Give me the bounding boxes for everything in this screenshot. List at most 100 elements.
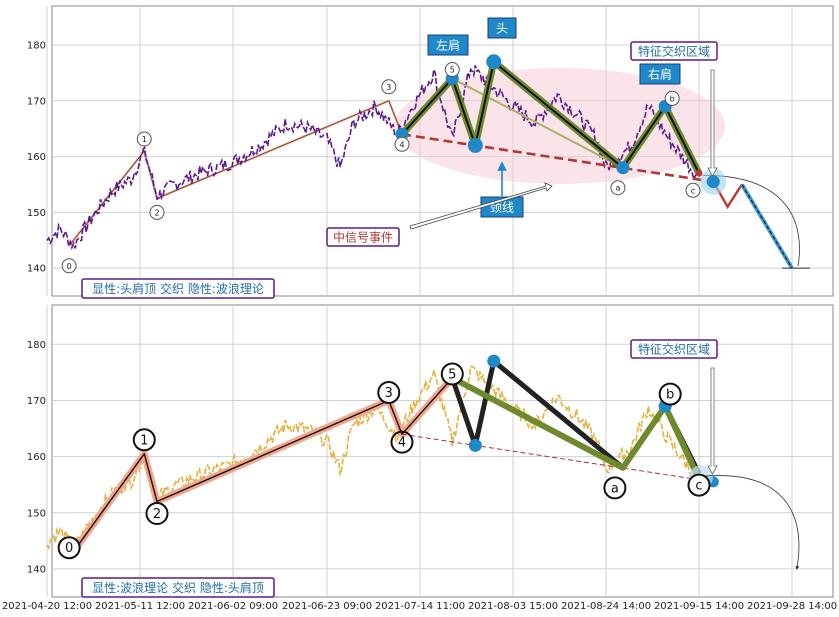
- wave-point-label: 5: [450, 66, 455, 75]
- wave-point-label: a: [611, 481, 619, 496]
- top-wave-labels: 0 1 2 3 4 5 a b c: [61, 62, 701, 274]
- wave-point-marker: [687, 473, 711, 497]
- projection-arrow: [704, 475, 800, 570]
- neckline-label: 颈线: [490, 201, 514, 215]
- pattern-node: [706, 175, 720, 189]
- wave-point-marker: [394, 136, 410, 152]
- wave-point-label: 4: [399, 140, 404, 149]
- wave-point-label: 2: [153, 507, 161, 522]
- y-tick-label: 170: [27, 96, 46, 107]
- top-footer-label: 显性:头肩顶 交织 隐性:波浪理论: [92, 281, 264, 296]
- wave-theory-panel: 140 150 160 170 180 0 1 2 3 4 5 a b c 特征交织区域显性:波浪理论 …: [27, 304, 834, 598]
- impulse-wave-line: [68, 377, 453, 559]
- x-tick-label: 2021-09-15 14:00: [654, 601, 744, 612]
- wave-point-marker: [664, 90, 680, 106]
- price-series: [46, 65, 698, 251]
- wave-point-marker: [61, 258, 77, 274]
- pattern-node: [468, 438, 482, 452]
- wave-point-marker: [440, 362, 464, 386]
- interweave-zone-label-box: [630, 339, 718, 359]
- wave-point-marker: [149, 204, 165, 220]
- wave-point-label: 0: [65, 541, 73, 556]
- y-tick-label: 170: [27, 396, 46, 407]
- y-tick-label: 150: [27, 508, 46, 519]
- bottom-footer-box: [81, 577, 275, 598]
- neckline: [401, 433, 714, 483]
- wave-point-label: 3: [385, 386, 393, 401]
- bottom-y-axis: 140 150 160 170 180: [27, 340, 46, 576]
- projection-line: [741, 184, 793, 269]
- wave-point-marker: [603, 476, 627, 500]
- interweave-zone-label-box: [630, 41, 718, 61]
- pattern-node: [486, 54, 502, 70]
- top-pattern-lines: [395, 54, 810, 270]
- wave-point-label: a: [615, 184, 620, 193]
- y-tick-label: 180: [27, 340, 46, 351]
- pattern-guide-line: [451, 77, 624, 169]
- y-tick-label: 160: [27, 452, 46, 463]
- pattern-node: [487, 354, 501, 368]
- y-tick-label: 160: [27, 152, 46, 163]
- signal-event-arrow: [409, 182, 553, 230]
- head-label: 头: [496, 22, 508, 36]
- corrective-wave-band: [450, 375, 702, 481]
- pattern-node: [467, 137, 483, 153]
- interweave-zone-label: 特征交织区域: [638, 342, 710, 357]
- wave-point-marker: [136, 131, 152, 147]
- x-tick-label: 2021-06-23 09:00: [282, 601, 372, 612]
- bottom-wave-labels: 0 1 2 3 4 5 a b c: [57, 362, 711, 560]
- interweave-zone-label: 特征交织区域: [638, 44, 710, 59]
- wave-point-marker: [390, 430, 414, 454]
- wave-point-marker: [444, 62, 460, 77]
- y-tick-label: 150: [27, 208, 46, 219]
- wave-point-marker: [57, 536, 81, 560]
- signal-event-label: 中信号事件: [333, 230, 393, 245]
- wave-point-marker: [145, 502, 169, 526]
- projection-arrow: [702, 174, 800, 267]
- x-tick-label: 2021-06-02 09:00: [188, 601, 278, 612]
- left-shoulder-label: 左肩: [436, 38, 460, 53]
- right-shoulder-label: 右肩: [648, 67, 672, 82]
- wave-point-marker: [381, 79, 397, 95]
- wave-point-label: 5: [448, 368, 456, 383]
- wave-point-label: 1: [142, 135, 147, 144]
- neckline: [401, 133, 714, 183]
- wave-point-label: 4: [398, 436, 406, 451]
- wave-point-label: b: [670, 94, 675, 103]
- wave-point-label: c: [691, 186, 695, 195]
- wave-point-label: 0: [67, 262, 72, 271]
- interweave-arrow: [707, 367, 718, 475]
- x-tick-label: 2021-08-24 14:00: [561, 601, 651, 612]
- head-shoulders-zone: [395, 68, 725, 184]
- bottom-footer-label: 显性:波浪理论 交织 隐性:头肩顶: [92, 580, 264, 595]
- y-tick-label: 140: [27, 564, 46, 575]
- wave-point-marker: [132, 428, 156, 452]
- head-label-box: [487, 17, 517, 39]
- wave-point-label: b: [666, 388, 674, 403]
- top-footer-box: [81, 278, 275, 299]
- signal-event-label-box: [326, 227, 400, 247]
- top-y-axis: 140 150 160 170 180: [27, 41, 46, 275]
- pattern-node: [616, 161, 630, 175]
- top-price-line: [46, 65, 698, 251]
- x-tick-label: 2021-05-11 12:00: [95, 601, 185, 612]
- signal-dot: [695, 169, 703, 177]
- wave-point-marker: [377, 380, 401, 404]
- wave-point-label: 3: [386, 83, 391, 92]
- interweave-arrow: [707, 69, 718, 177]
- wave-point-marker: [685, 182, 701, 198]
- right-shoulder-label-box: [639, 63, 681, 85]
- x-tick-label: 2021-09-28 14:00: [747, 601, 837, 612]
- x-tick-label: 2021-04-20 12:00: [2, 601, 92, 612]
- wave-point-marker: [658, 382, 682, 406]
- wave-point-label: 1: [140, 433, 148, 448]
- wave-point-label: 2: [154, 208, 159, 217]
- x-tick-label: 2021-07-14 11:00: [375, 601, 465, 612]
- x-axis: 2021-04-20 12:00 2021-05-11 12:00 2021-06-…: [2, 601, 837, 612]
- bottom-grid: [46, 305, 833, 597]
- x-tick-label: 2021-08-03 15:00: [468, 601, 558, 612]
- wave-point-label: c: [695, 479, 702, 494]
